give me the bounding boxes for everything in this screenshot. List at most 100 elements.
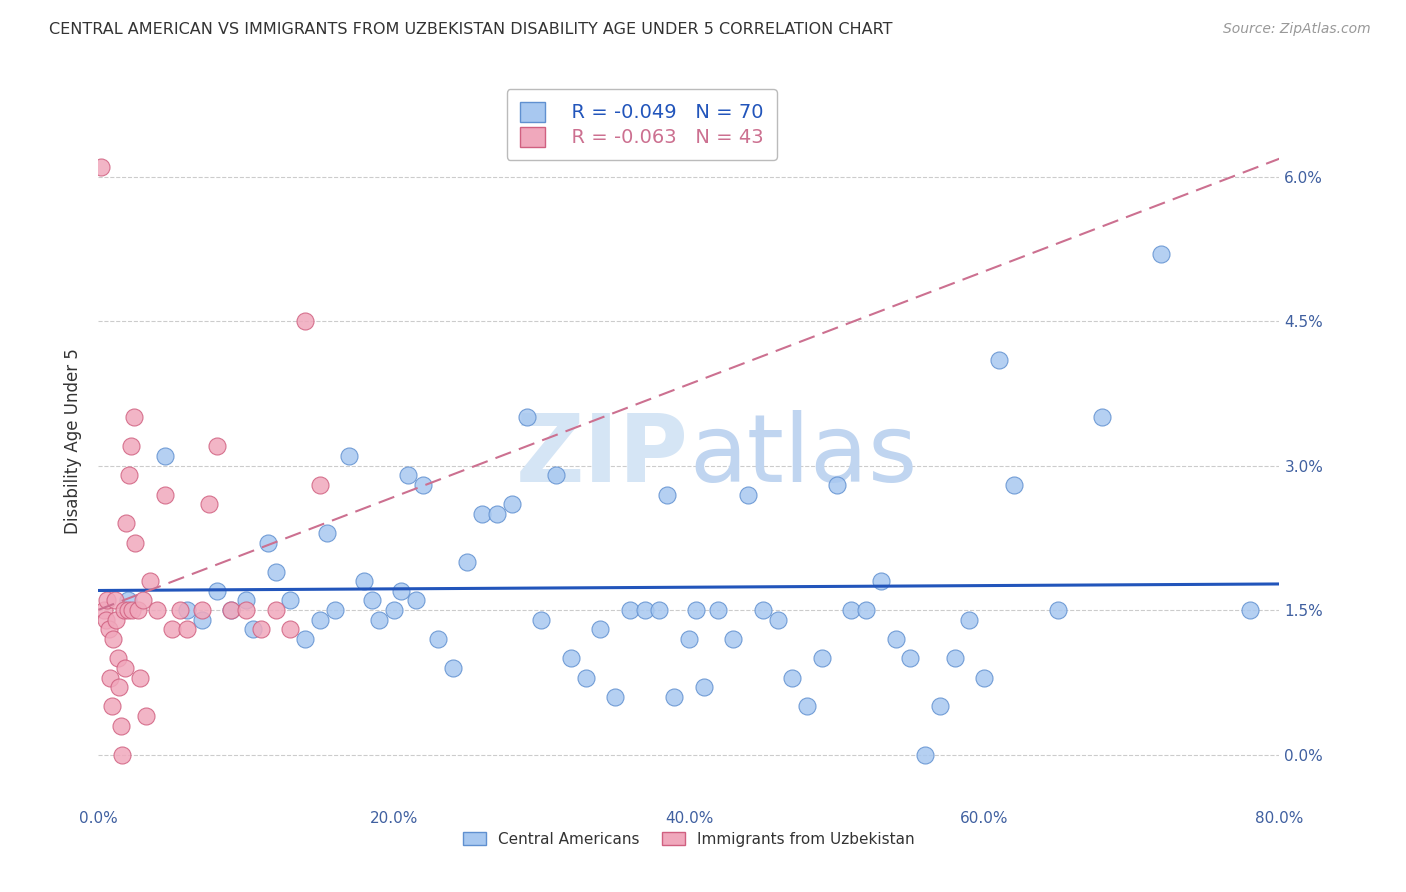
Point: [884, 632, 907, 646]
Point: [752, 603, 775, 617]
Point: [723, 632, 745, 646]
Y-axis label: Disability Age Under 5: Disability Age Under 5: [65, 349, 83, 534]
Point: [264, 603, 287, 617]
Point: [205, 583, 228, 598]
Point: [257, 535, 280, 549]
Point: [280, 593, 302, 607]
Point: [973, 671, 995, 685]
Point: [323, 603, 346, 617]
Text: Source: ZipAtlas.com: Source: ZipAtlas.com: [1223, 22, 1371, 37]
Point: [316, 526, 339, 541]
Point: [105, 613, 128, 627]
Point: [707, 603, 730, 617]
Point: [135, 709, 157, 723]
Point: [250, 623, 273, 637]
Point: [427, 632, 450, 646]
Point: [855, 603, 877, 617]
Point: [870, 574, 893, 589]
Point: [96, 593, 118, 607]
Point: [294, 632, 316, 646]
Point: [441, 661, 464, 675]
Point: [309, 613, 332, 627]
Point: [162, 623, 183, 637]
Point: [655, 487, 678, 501]
Point: [914, 747, 936, 762]
Point: [501, 497, 523, 511]
Point: [1047, 603, 1070, 617]
Point: [198, 497, 221, 511]
Point: [191, 613, 214, 627]
Point: [360, 593, 382, 607]
Legend: Central Americans, Immigrants from Uzbekistan: Central Americans, Immigrants from Uzbek…: [457, 826, 921, 853]
Point: [664, 690, 686, 704]
Point: [115, 516, 138, 531]
Point: [737, 487, 759, 501]
Point: [486, 507, 509, 521]
Point: [796, 699, 818, 714]
Point: [111, 747, 134, 762]
Point: [127, 603, 149, 617]
Point: [117, 603, 139, 617]
Point: [139, 574, 162, 589]
Point: [471, 507, 494, 521]
Point: [264, 565, 287, 579]
Point: [176, 603, 198, 617]
Point: [929, 699, 952, 714]
Point: [841, 603, 863, 617]
Point: [128, 671, 150, 685]
Point: [309, 478, 332, 492]
Point: [685, 603, 707, 617]
Point: [1002, 478, 1025, 492]
Point: [825, 478, 848, 492]
Text: CENTRAL AMERICAN VS IMMIGRANTS FROM UZBEKISTAN DISABILITY AGE UNDER 5 CORRELATIO: CENTRAL AMERICAN VS IMMIGRANTS FROM UZBE…: [49, 22, 893, 37]
Text: atlas: atlas: [689, 410, 917, 502]
Point: [412, 478, 434, 492]
Point: [782, 671, 804, 685]
Point: [235, 603, 257, 617]
Point: [153, 449, 176, 463]
Point: [112, 603, 135, 617]
Text: ZIP: ZIP: [516, 410, 689, 502]
Point: [120, 439, 142, 453]
Point: [235, 593, 257, 607]
Point: [988, 352, 1011, 367]
Point: [176, 623, 198, 637]
Point: [107, 651, 129, 665]
Point: [530, 613, 553, 627]
Point: [97, 623, 120, 637]
Point: [94, 613, 117, 627]
Point: [98, 671, 121, 685]
Point: [114, 661, 136, 675]
Point: [1150, 246, 1173, 260]
Point: [353, 574, 375, 589]
Point: [153, 487, 176, 501]
Point: [121, 603, 143, 617]
Point: [389, 583, 412, 598]
Point: [959, 613, 981, 627]
Point: [1091, 410, 1114, 425]
Point: [575, 671, 598, 685]
Point: [146, 603, 169, 617]
Point: [294, 314, 316, 328]
Point: [382, 603, 405, 617]
Point: [118, 468, 141, 483]
Point: [221, 603, 243, 617]
Point: [546, 468, 568, 483]
Point: [943, 651, 966, 665]
Point: [110, 719, 132, 733]
Point: [634, 603, 657, 617]
Point: [169, 603, 191, 617]
Point: [90, 160, 112, 174]
Point: [368, 613, 391, 627]
Point: [280, 623, 302, 637]
Point: [124, 535, 146, 549]
Point: [339, 449, 361, 463]
Point: [693, 680, 716, 694]
Point: [648, 603, 671, 617]
Point: [100, 699, 122, 714]
Point: [900, 651, 922, 665]
Point: [405, 593, 427, 607]
Point: [619, 603, 641, 617]
Point: [104, 593, 127, 607]
Point: [108, 680, 131, 694]
